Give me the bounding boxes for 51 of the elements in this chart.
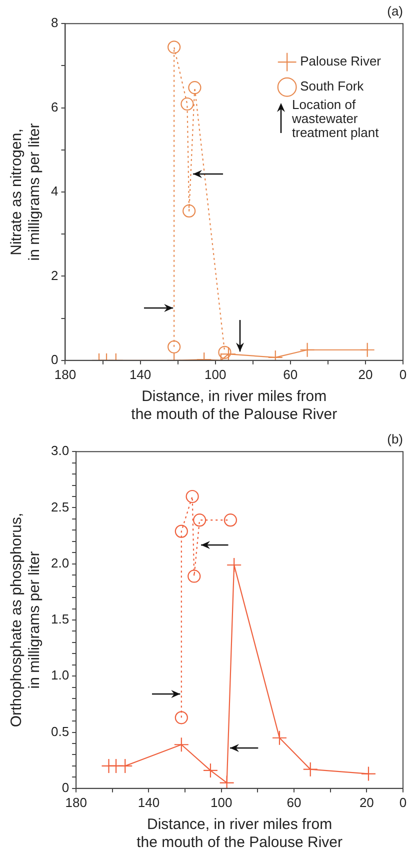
chart-title: (a) xyxy=(387,3,403,18)
point xyxy=(360,766,376,782)
y-tick-label: 6 xyxy=(50,99,58,114)
x-tick-label: 60 xyxy=(283,366,298,382)
x-tick-label: 180 xyxy=(54,366,76,382)
y-tick-label: 2 xyxy=(50,268,58,283)
point xyxy=(174,737,189,752)
x-tick-label: 180 xyxy=(65,794,87,810)
y-tick-label: 0 xyxy=(50,352,58,367)
chart-title: (b) xyxy=(387,431,403,446)
point xyxy=(174,711,188,724)
x-tick-label: 0 xyxy=(399,366,407,382)
legend-label: South Fork xyxy=(300,78,364,94)
point xyxy=(272,730,288,746)
y-axis-title: Nitrate as nitrogen, in milligrams per liter xyxy=(8,123,44,261)
legend-label: Palouse River xyxy=(300,54,382,69)
point xyxy=(219,775,234,788)
x-tick-label: 100 xyxy=(204,366,226,382)
point xyxy=(224,514,238,527)
y-tick-label: 1.5 xyxy=(50,612,70,627)
annotation: Location of wastewater treatment plant xyxy=(292,96,380,140)
x-axis-title: Distance, in river miles from the mouth of the Palouse River xyxy=(136,816,343,852)
x-tick-label: 140 xyxy=(129,366,152,382)
point xyxy=(188,570,201,583)
x-axis-title: Distance, in river miles from the mouth of the Palouse River xyxy=(131,388,338,424)
point xyxy=(186,490,199,504)
point xyxy=(182,204,196,218)
x-tick-label: 100 xyxy=(210,794,232,810)
point xyxy=(168,40,181,54)
point xyxy=(174,524,188,538)
y-tick-label: 3.0 xyxy=(50,443,70,458)
point xyxy=(193,514,206,527)
point xyxy=(226,557,242,573)
y-tick-label: 4 xyxy=(50,184,58,199)
x-tick-label: 60 xyxy=(286,794,302,810)
point xyxy=(202,762,218,778)
y-tick-label: 0 xyxy=(62,780,70,795)
x-tick-label: 20 xyxy=(359,794,374,810)
x-tick-label: 20 xyxy=(358,366,373,382)
point xyxy=(302,762,318,777)
x-tick-label: 140 xyxy=(138,794,160,810)
x-tick-label: 0 xyxy=(399,794,407,810)
point xyxy=(188,81,202,94)
point xyxy=(180,97,194,111)
y-tick-label: 2.0 xyxy=(50,555,70,570)
y-tick-label: 0.5 xyxy=(50,724,70,739)
point xyxy=(118,758,133,774)
y-tick-label: 8 xyxy=(50,15,58,30)
y-tick-label: 2.5 xyxy=(50,499,70,514)
y-tick-label: 1.0 xyxy=(50,668,70,683)
y-axis-title: Orthophosphate as phosphorus, in milligrams per liter xyxy=(8,512,44,728)
